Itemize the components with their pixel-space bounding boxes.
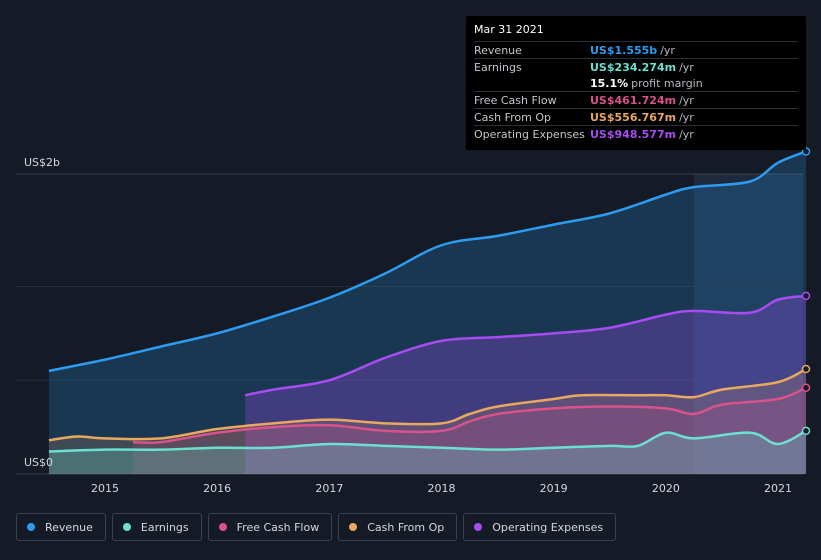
tooltip-row-value: US$1.555b: [590, 43, 658, 57]
tooltip-row-label: Operating Expenses: [474, 127, 585, 141]
legend-dot-icon: [349, 523, 358, 531]
tooltip-row: 15.1% profit margin: [474, 75, 798, 91]
x-tick-label: 2015: [91, 482, 119, 495]
series-area-opex: [245, 295, 807, 474]
series-area-earnings: [48, 430, 807, 474]
tooltip-row: Free Cash Flow US$461.724m/yr: [474, 91, 798, 108]
tooltip-row-label: Cash From Op: [474, 110, 552, 124]
series-endpoint-earnings: [801, 426, 811, 436]
tooltip-row-unit: /yr: [679, 60, 694, 74]
tooltip-row-unit: /yr: [660, 43, 675, 57]
tooltip-row-unit: /yr: [679, 127, 694, 141]
legend-dot-icon: [218, 523, 227, 531]
tooltip-row-value: US$234.274m: [590, 60, 677, 74]
tooltip-row: Cash From Op US$556.767m/yr: [474, 108, 798, 125]
series-line-cfo: [48, 367, 807, 442]
x-tick-label: 2016: [203, 482, 231, 495]
highlight-region: [693, 174, 803, 474]
series-endpoint-fcf: [801, 383, 811, 392]
tooltip-row-label: Earnings: [474, 60, 522, 74]
series-endpoint-cfo: [801, 364, 811, 374]
legend-label: Earnings: [140, 520, 189, 534]
series-line-fcf: [133, 386, 807, 445]
y-axis-bottom-label: US$0: [24, 456, 53, 469]
tooltip-row: Earnings US$234.274m/yr: [474, 58, 798, 75]
legend-dot-icon: [474, 523, 483, 531]
tooltip-row-unit: profit margin: [631, 76, 703, 90]
series-line-earnings: [48, 429, 807, 453]
tooltip-row-unit: /yr: [679, 110, 694, 124]
legend-dot-icon: [122, 523, 131, 531]
tooltip-row-label: Revenue: [474, 43, 522, 57]
legend-item-revenue[interactable]: Revenue: [16, 513, 106, 541]
series-endpoint-opex: [801, 291, 811, 301]
tooltip-row-unit: /yr: [679, 93, 694, 107]
tooltip-row: Revenue US$1.555b/yr: [474, 41, 798, 58]
legend-item-free-cash-flow[interactable]: Free Cash Flow: [207, 513, 333, 541]
series-line-revenue: [48, 150, 807, 373]
legend-label: Cash From Op: [367, 520, 445, 534]
y-axis-top-label: US$2b: [24, 156, 60, 169]
tooltip-date: Mar 31 2021: [474, 23, 544, 36]
tooltip-row-value: US$461.724m: [590, 93, 677, 107]
legend-dot-icon: [27, 523, 35, 531]
series-area-fcf: [133, 387, 807, 474]
tooltip-row-label: Free Cash Flow: [474, 93, 557, 107]
legend-item-earnings[interactable]: Earnings: [111, 513, 202, 541]
x-tick-label: 2021: [764, 482, 792, 495]
chart: 2015 2016 2017 2018 2019 2020 2021 US$2b US$0: [16, 147, 811, 495]
legend-label: Operating Expenses: [492, 520, 604, 534]
tooltip: Mar 31 2021 Revenue US$1.555b/yr Earnings U…: [466, 16, 806, 150]
tooltip-row-value: US$556.767m: [590, 110, 677, 124]
tooltip-row-value: US$948.577m: [590, 127, 677, 141]
legend-label: Free Cash Flow: [236, 520, 320, 534]
legend-item-operating-expenses[interactable]: Operating Expenses: [463, 513, 617, 541]
tooltip-row: Operating Expenses US$948.577m/yr: [474, 125, 798, 142]
x-tick-label: 2017: [315, 482, 343, 495]
tooltip-row-value: 15.1%: [590, 76, 629, 90]
legend-item-cash-from-op[interactable]: Cash From Op: [338, 513, 458, 541]
series-area-revenue: [48, 151, 807, 474]
x-tick-label: 2019: [540, 482, 568, 495]
legend-label: Revenue: [45, 520, 93, 534]
legend: Revenue Earnings Free Cash Flow Cash From O…: [16, 513, 617, 541]
x-tick-label: 2020: [652, 482, 680, 495]
series-line-opex: [244, 294, 807, 397]
x-tick-label: 2018: [428, 482, 456, 495]
